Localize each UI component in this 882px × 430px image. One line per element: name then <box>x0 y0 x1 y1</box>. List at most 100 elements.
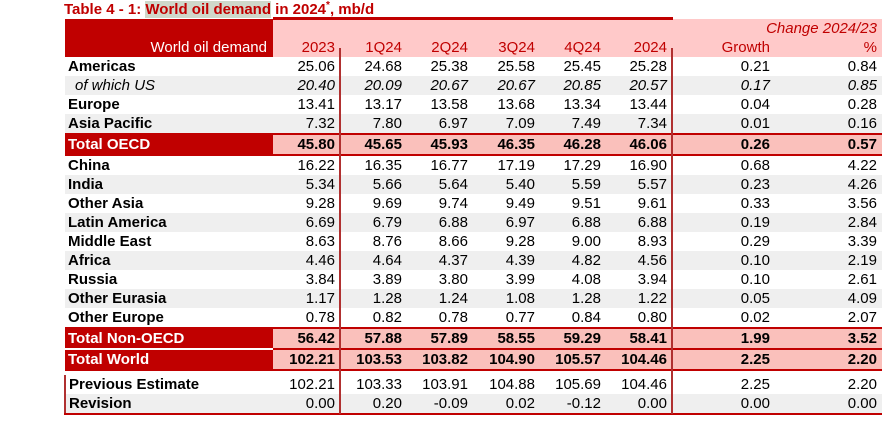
row-label: Europe <box>68 95 120 113</box>
cell-value: 1.24 <box>408 288 474 308</box>
cell-value: 0.78 <box>438 308 468 326</box>
table-row: Latin America 6.69 6.79 6.88 6.97 6.88 6.88 0.1… <box>65 212 882 232</box>
header-group-row: World oil demand Change 2024/23 <box>65 17 882 57</box>
cell-value: 4.39 <box>474 250 541 270</box>
header-top-border-band <box>273 17 673 38</box>
cell-value: 9.28 <box>305 194 335 212</box>
cell-value: 104.88 <box>489 375 535 393</box>
table-row: Other Eurasia 1.17 1.28 1.24 1.08 1.28 1.22 0.0… <box>65 288 882 308</box>
row-label: Other Eurasia <box>65 288 273 308</box>
cell-value: 4.46 <box>273 250 341 270</box>
cell-value: 8.66 <box>438 232 468 250</box>
cell-value: 9.00 <box>571 232 601 250</box>
cell-value: 7.80 <box>341 113 408 134</box>
cell-value: 0.33 <box>740 194 770 212</box>
cell-value: 4.82 <box>541 250 607 270</box>
table-row: China 16.22 16.35 16.77 17.19 17.29 16.90 0.68 4… <box>65 155 882 175</box>
oil-demand-table: World oil demand Change 2024/23 2023 1Q2… <box>64 17 882 415</box>
cell-value: 0.00 <box>776 393 882 415</box>
cell-value: 0.00 <box>273 393 341 415</box>
cell-value: 24.68 <box>364 57 402 75</box>
cell-value: 2.84 <box>776 212 882 232</box>
col-header-growth: Growth <box>673 37 776 57</box>
header-row: 2023 1Q24 2Q24 3Q24 4Q24 2024 Growth % <box>65 37 882 57</box>
cell-value: 3.52 <box>776 326 882 350</box>
cell-value: 3.56 <box>847 194 877 212</box>
cell-value: 0.00 <box>673 393 776 415</box>
cell-value: 1.28 <box>341 288 408 308</box>
section-gap <box>65 369 882 375</box>
cell-value: 45.80 <box>273 132 341 156</box>
row-label: of which US <box>65 75 273 95</box>
row-label: Total World <box>65 347 273 371</box>
row-label: Latin America <box>65 212 273 232</box>
table-row: of which US 20.40 20.09 20.67 20.67 20.85 20.5… <box>65 75 882 95</box>
cell-value: 104.46 <box>621 375 667 393</box>
cell-value: 57.89 <box>408 326 474 350</box>
col-header-3q24: 3Q24 <box>474 37 541 57</box>
cell-value: 105.69 <box>555 375 601 393</box>
table-title: Table 4 - 1: World oil demand in 2024*, … <box>64 0 374 18</box>
cell-value: 8.76 <box>372 232 402 250</box>
cell-value: 5.57 <box>607 174 673 194</box>
section-gap-cell <box>65 369 882 375</box>
cell-value: 25.58 <box>497 57 535 75</box>
cell-value: 20.09 <box>341 75 408 95</box>
cell-value: 25.45 <box>563 57 601 75</box>
cell-value: 0.77 <box>505 308 535 326</box>
title-prefix: Table 4 - 1: <box>64 1 146 18</box>
cell-value: 0.02 <box>474 393 541 415</box>
cell-value: 0.20 <box>341 393 408 415</box>
cell-value: 46.28 <box>541 132 607 156</box>
cell-value: 1.99 <box>673 326 776 350</box>
cell-value: 1.28 <box>541 288 607 308</box>
row-label: Total OECD <box>65 132 273 156</box>
cell-value: 13.41 <box>297 95 335 113</box>
cell-value: 20.40 <box>273 75 341 95</box>
cell-value: 4.37 <box>408 250 474 270</box>
cell-value: 6.79 <box>341 212 408 232</box>
col-header-2023: 2023 <box>273 37 341 57</box>
cell-value: 105.57 <box>541 347 607 371</box>
cell-value: 46.06 <box>607 132 673 156</box>
cell-value: 3.89 <box>372 270 402 288</box>
cell-value: 2.19 <box>776 250 882 270</box>
cell-value: 4.26 <box>776 174 882 194</box>
cell-value: 13.34 <box>563 95 601 113</box>
title-highlight: World oil demand <box>145 1 271 18</box>
cell-value: 20.67 <box>408 75 474 95</box>
cell-value: 3.99 <box>505 270 535 288</box>
cell-value: 45.65 <box>341 132 408 156</box>
cell-value: 0.78 <box>305 308 335 326</box>
cell-value: 6.88 <box>541 212 607 232</box>
cell-value: 2.07 <box>847 308 877 326</box>
table-row: Other Europe 0.78 0.82 0.78 0.77 0.84 0.80 0.02… <box>65 308 882 328</box>
table-row: Americas 25.06 24.68 25.38 25.58 25.45 25.28 0.… <box>65 57 882 76</box>
cell-value: 2.20 <box>847 375 877 393</box>
cell-value: 102.21 <box>289 375 335 393</box>
cell-value: 4.08 <box>571 270 601 288</box>
cell-value: 4.22 <box>847 156 877 174</box>
cell-value: 0.26 <box>673 132 776 156</box>
cell-value: 2.25 <box>673 347 776 371</box>
table-row: Total World 102.21 103.53 103.82 104.90 105.5… <box>65 347 882 371</box>
change-group-header: Change 2024/23 <box>673 18 882 38</box>
cell-value: 7.09 <box>474 113 541 134</box>
cell-value: 3.39 <box>847 232 877 250</box>
cell-value: 57.88 <box>341 326 408 350</box>
cell-value: 9.28 <box>505 232 535 250</box>
cell-value: 20.57 <box>607 75 673 95</box>
cell-value: 0.84 <box>847 57 877 75</box>
cell-value: 56.42 <box>273 326 341 350</box>
cell-value: 103.82 <box>408 347 474 371</box>
cell-value: 9.49 <box>505 194 535 212</box>
cell-value: 102.21 <box>273 347 341 371</box>
cell-value: 16.77 <box>430 156 468 174</box>
table-row: Asia Pacific 7.32 7.80 6.97 7.09 7.49 7.34 0.01… <box>65 113 882 134</box>
cell-value: 2.25 <box>740 375 770 393</box>
col-header-2024: 2024 <box>607 37 673 57</box>
cell-value: 0.29 <box>740 232 770 250</box>
cell-value: 16.90 <box>629 156 667 174</box>
cell-value: 0.00 <box>607 393 673 415</box>
